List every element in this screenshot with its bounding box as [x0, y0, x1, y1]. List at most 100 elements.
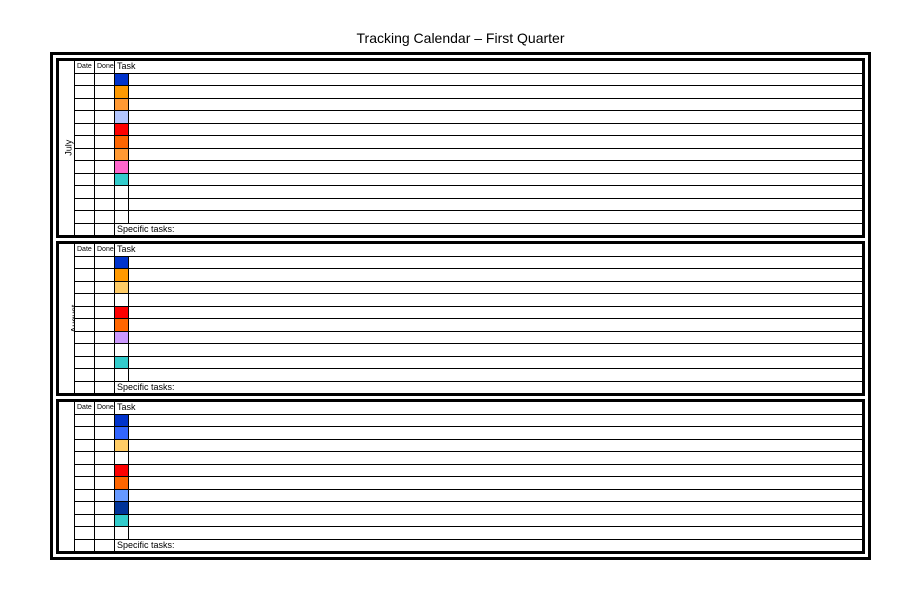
done-cell [95, 306, 115, 319]
column-header-date: Date [75, 244, 95, 257]
done-cell [95, 294, 115, 307]
task-cell [129, 148, 863, 161]
task-cell [129, 186, 863, 199]
done-cell [95, 356, 115, 369]
table-row [59, 319, 863, 332]
table-row [59, 256, 863, 269]
date-cell [75, 502, 95, 515]
date-cell [75, 489, 95, 502]
done-cell [95, 527, 115, 540]
done-cell [95, 344, 115, 357]
color-swatch-cell [115, 211, 129, 224]
color-swatch-cell [115, 148, 129, 161]
color-swatch [115, 415, 128, 427]
color-swatch-cell [115, 356, 129, 369]
done-cell [95, 223, 115, 236]
done-cell [95, 198, 115, 211]
done-cell [95, 211, 115, 224]
date-cell [75, 539, 95, 552]
month-label-cell: August [59, 244, 75, 394]
date-cell [75, 319, 95, 332]
color-swatch [115, 282, 128, 294]
color-swatch [115, 269, 128, 281]
column-header-task: Task [115, 402, 863, 415]
table-row [59, 514, 863, 527]
color-swatch [115, 357, 128, 369]
task-cell [129, 73, 863, 86]
table-row [59, 331, 863, 344]
color-swatch-cell [115, 319, 129, 332]
task-cell [129, 331, 863, 344]
date-cell [75, 148, 95, 161]
task-cell [129, 211, 863, 224]
date-cell [75, 111, 95, 124]
done-cell [95, 514, 115, 527]
color-swatch [115, 515, 128, 527]
color-swatch [115, 111, 128, 123]
color-swatch [115, 332, 128, 344]
task-cell [129, 514, 863, 527]
color-swatch [115, 174, 128, 186]
task-cell [129, 502, 863, 515]
table-row [59, 414, 863, 427]
table-row [59, 356, 863, 369]
done-cell [95, 464, 115, 477]
date-cell [75, 86, 95, 99]
table-row [59, 173, 863, 186]
color-swatch [115, 502, 128, 514]
task-cell [129, 356, 863, 369]
color-swatch-cell [115, 86, 129, 99]
done-cell [95, 111, 115, 124]
date-cell [75, 294, 95, 307]
done-cell [95, 539, 115, 552]
color-swatch-cell [115, 136, 129, 149]
task-cell [129, 86, 863, 99]
color-swatch-cell [115, 477, 129, 490]
month-block: SeptemberDateDoneTaskSpecific tasks: [56, 399, 865, 554]
done-cell [95, 186, 115, 199]
date-cell [75, 369, 95, 382]
date-cell [75, 464, 95, 477]
color-swatch-cell [115, 439, 129, 452]
table-row [59, 427, 863, 440]
done-cell [95, 439, 115, 452]
color-swatch-cell [115, 73, 129, 86]
color-swatch [115, 74, 128, 86]
date-cell [75, 344, 95, 357]
month-table: JulyDateDoneTaskSpecific tasks: [58, 60, 863, 236]
task-cell [129, 98, 863, 111]
date-cell [75, 123, 95, 136]
color-swatch-cell [115, 198, 129, 211]
color-swatch [115, 440, 128, 452]
task-cell [129, 281, 863, 294]
task-cell [129, 439, 863, 452]
table-row [59, 527, 863, 540]
table-row [59, 98, 863, 111]
table-row [59, 148, 863, 161]
table-row [59, 502, 863, 515]
color-swatch-cell [115, 502, 129, 515]
date-cell [75, 527, 95, 540]
table-row [59, 73, 863, 86]
table-row [59, 211, 863, 224]
table-row [59, 439, 863, 452]
color-swatch-cell [115, 489, 129, 502]
done-cell [95, 369, 115, 382]
color-swatch-cell [115, 269, 129, 282]
color-swatch-cell [115, 331, 129, 344]
color-swatch-cell [115, 294, 129, 307]
specific-tasks-label: Specific tasks: [115, 539, 863, 552]
month-table: SeptemberDateDoneTaskSpecific tasks: [58, 401, 863, 552]
column-header-task: Task [115, 244, 863, 257]
table-row [59, 464, 863, 477]
done-cell [95, 427, 115, 440]
color-swatch-cell [115, 111, 129, 124]
date-cell [75, 136, 95, 149]
done-cell [95, 319, 115, 332]
task-cell [129, 294, 863, 307]
date-cell [75, 439, 95, 452]
done-cell [95, 452, 115, 465]
table-row [59, 186, 863, 199]
month-label: August [69, 304, 74, 332]
task-cell [129, 198, 863, 211]
